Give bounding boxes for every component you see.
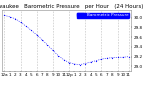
Title: Milwaukee   Barometric Pressure   per Hour   (24 Hours): Milwaukee Barometric Pressure per Hour (… (0, 4, 143, 9)
Legend: Barometric Pressure: Barometric Pressure (77, 13, 129, 18)
